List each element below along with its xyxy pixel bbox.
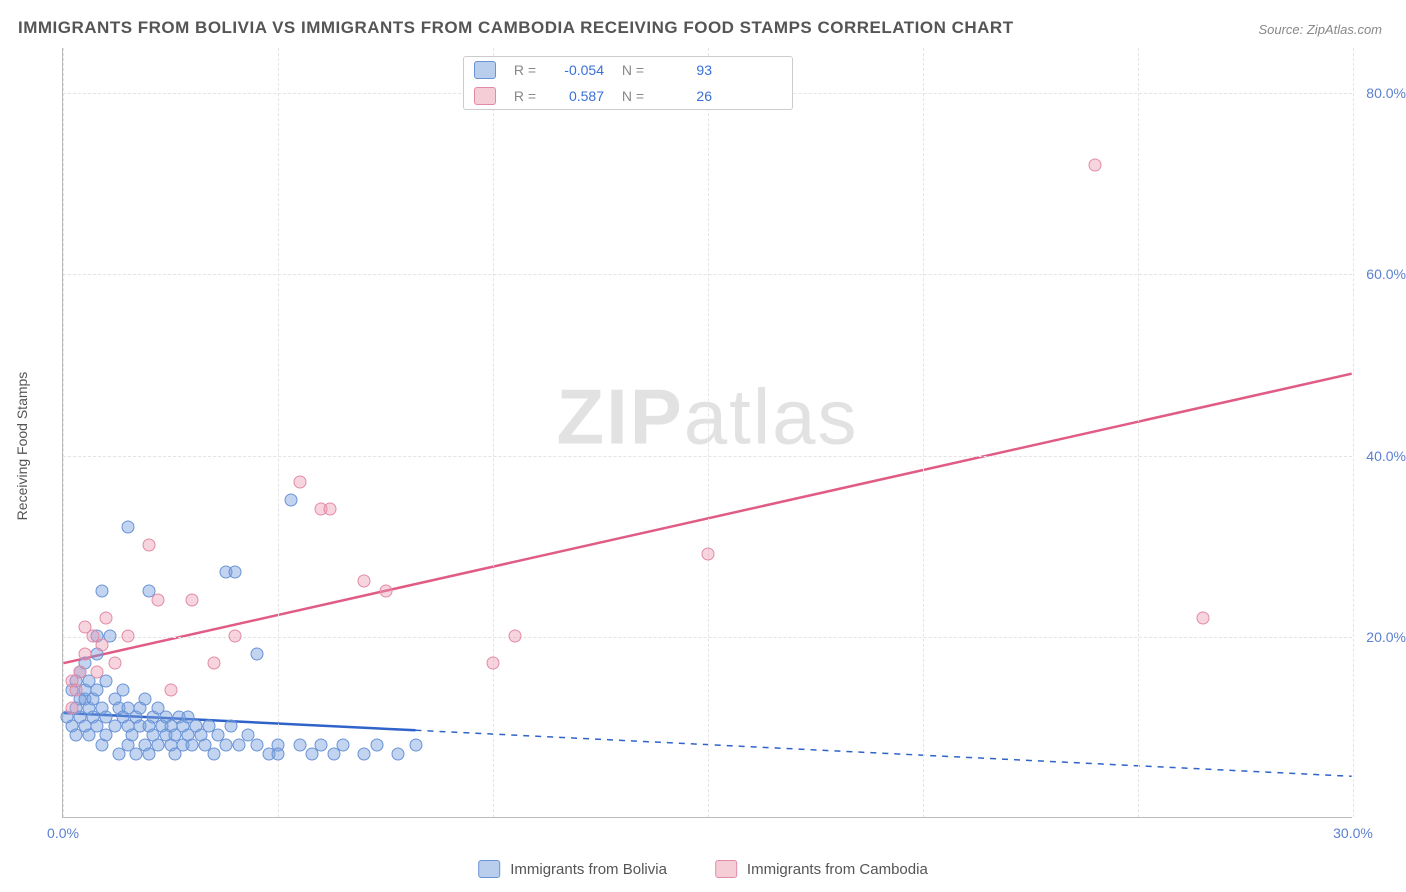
gridline-h [63,274,1352,275]
scatter-point [220,738,233,751]
scatter-point [409,738,422,751]
swatch-bolivia [478,860,500,878]
swatch-bolivia [474,61,496,79]
scatter-point [121,521,134,534]
scatter-point [336,738,349,751]
n-label: N = [616,62,644,78]
scatter-point [358,747,371,760]
scatter-point [1089,158,1102,171]
scatter-point [78,647,91,660]
scatter-point [293,475,306,488]
gridline-v [1138,48,1139,817]
scatter-point [108,657,121,670]
x-tick-label: 30.0% [1333,825,1373,841]
gridline-v [708,48,709,817]
correlation-stats-legend: R = -0.054 N = 93 R = 0.587 N = 26 [463,56,793,110]
scatter-point [229,629,242,642]
legend-label: Immigrants from Cambodia [747,861,928,878]
y-axis-label: Receiving Food Stamps [14,372,30,521]
scatter-point [370,738,383,751]
scatter-point [95,638,108,651]
legend-label: Immigrants from Bolivia [510,861,667,878]
scatter-point [250,738,263,751]
scatter-point [74,666,87,679]
scatter-point [508,629,521,642]
source-attribution: Source: ZipAtlas.com [1258,22,1382,37]
scatter-point [392,747,405,760]
n-value-cambodia: 26 [656,88,712,104]
scatter-point [702,548,715,561]
scatter-point [91,666,104,679]
scatter-point [143,539,156,552]
series-legend: Immigrants from Bolivia Immigrants from … [478,860,928,878]
stats-row-bolivia: R = -0.054 N = 93 [464,57,792,83]
scatter-point [379,584,392,597]
scatter-point [224,720,237,733]
scatter-point [358,575,371,588]
gridline-v [493,48,494,817]
scatter-point [229,566,242,579]
legend-item-bolivia: Immigrants from Bolivia [478,860,667,878]
scatter-point [186,593,199,606]
y-tick-label: 60.0% [1366,266,1406,282]
scatter-point [250,647,263,660]
scatter-point [95,584,108,597]
r-value-cambodia: 0.587 [548,88,604,104]
chart-title: IMMIGRANTS FROM BOLIVIA VS IMMIGRANTS FR… [18,18,1014,38]
n-value-bolivia: 93 [656,62,712,78]
scatter-point [151,593,164,606]
scatter-point [117,684,130,697]
y-tick-label: 80.0% [1366,85,1406,101]
scatter-point [323,503,336,516]
trend-line-extrapolated [415,730,1351,776]
swatch-cambodia [715,860,737,878]
gridline-v [1353,48,1354,817]
legend-item-cambodia: Immigrants from Cambodia [715,860,928,878]
scatter-point [100,611,113,624]
scatter-point [69,684,82,697]
scatter-point [487,657,500,670]
gridline-v [63,48,64,817]
gridline-v [278,48,279,817]
scatter-point [315,738,328,751]
gridline-h [63,637,1352,638]
swatch-cambodia [474,87,496,105]
n-label: N = [616,88,644,104]
scatter-point [207,747,220,760]
y-tick-label: 40.0% [1366,448,1406,464]
chart-plot-area: ZIPatlas R = -0.054 N = 93 R = 0.587 N =… [62,48,1352,818]
scatter-point [1196,611,1209,624]
scatter-point [293,738,306,751]
scatter-point [65,702,78,715]
scatter-point [272,747,285,760]
r-value-bolivia: -0.054 [548,62,604,78]
scatter-point [207,657,220,670]
y-tick-label: 20.0% [1366,629,1406,645]
x-tick-label: 0.0% [47,825,79,841]
scatter-point [121,629,134,642]
r-label: R = [508,88,536,104]
gridline-v [923,48,924,817]
gridline-h [63,456,1352,457]
r-label: R = [508,62,536,78]
scatter-point [138,693,151,706]
stats-row-cambodia: R = 0.587 N = 26 [464,83,792,109]
scatter-point [164,684,177,697]
scatter-point [284,493,297,506]
